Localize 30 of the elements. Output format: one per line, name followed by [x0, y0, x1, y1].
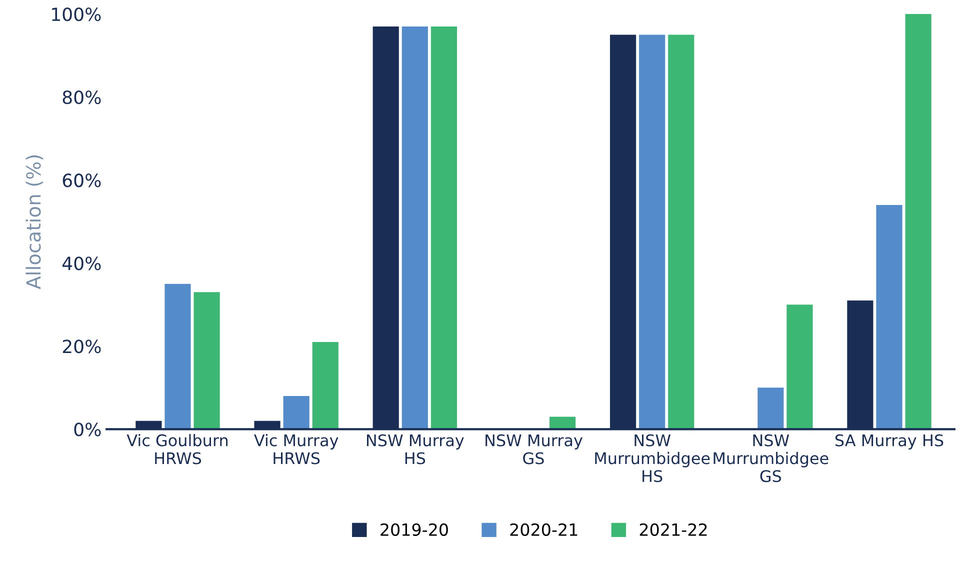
- bar: [194, 292, 220, 430]
- y-tick-label: 100%: [52, 7, 101, 22]
- x-tick-label: NSW Murray GS: [486, 434, 582, 464]
- bar: [639, 34, 666, 430]
- bar: [758, 388, 784, 430]
- bar: [668, 34, 694, 430]
- legend-label: 2020-21: [510, 523, 578, 536]
- bar: [283, 396, 310, 430]
- legend-label: 2019-20: [380, 523, 448, 536]
- y-tick-label: 0%: [74, 422, 101, 436]
- legend-label: 2021-22: [640, 523, 707, 536]
- x-tick-label: SA Murray HS: [835, 434, 944, 450]
- x-tick-label: Vic Goulburn HRWS: [126, 434, 228, 464]
- x-tick-label: Vic Murray HRWS: [254, 434, 338, 464]
- x-tick-label: NSW Murrumbidgee HS: [595, 434, 710, 482]
- bar: [786, 304, 813, 430]
- y-tick-label: 40%: [62, 256, 101, 270]
- bar: [876, 204, 902, 430]
- x-tick-label: NSW Murray HS: [367, 434, 464, 464]
- bar: [550, 416, 576, 430]
- y-axis-title: Allocation (%): [26, 155, 44, 290]
- bar: [430, 26, 458, 430]
- y-tick-label: 20%: [62, 340, 101, 354]
- bar: [905, 14, 932, 430]
- y-tick-label: 60%: [62, 174, 101, 188]
- bar: [402, 26, 428, 430]
- bar: [312, 342, 338, 430]
- bar: [164, 284, 191, 430]
- y-tick-label: 80%: [62, 90, 101, 104]
- x-tick-label: NSW Murrumbidgee GS: [714, 434, 828, 482]
